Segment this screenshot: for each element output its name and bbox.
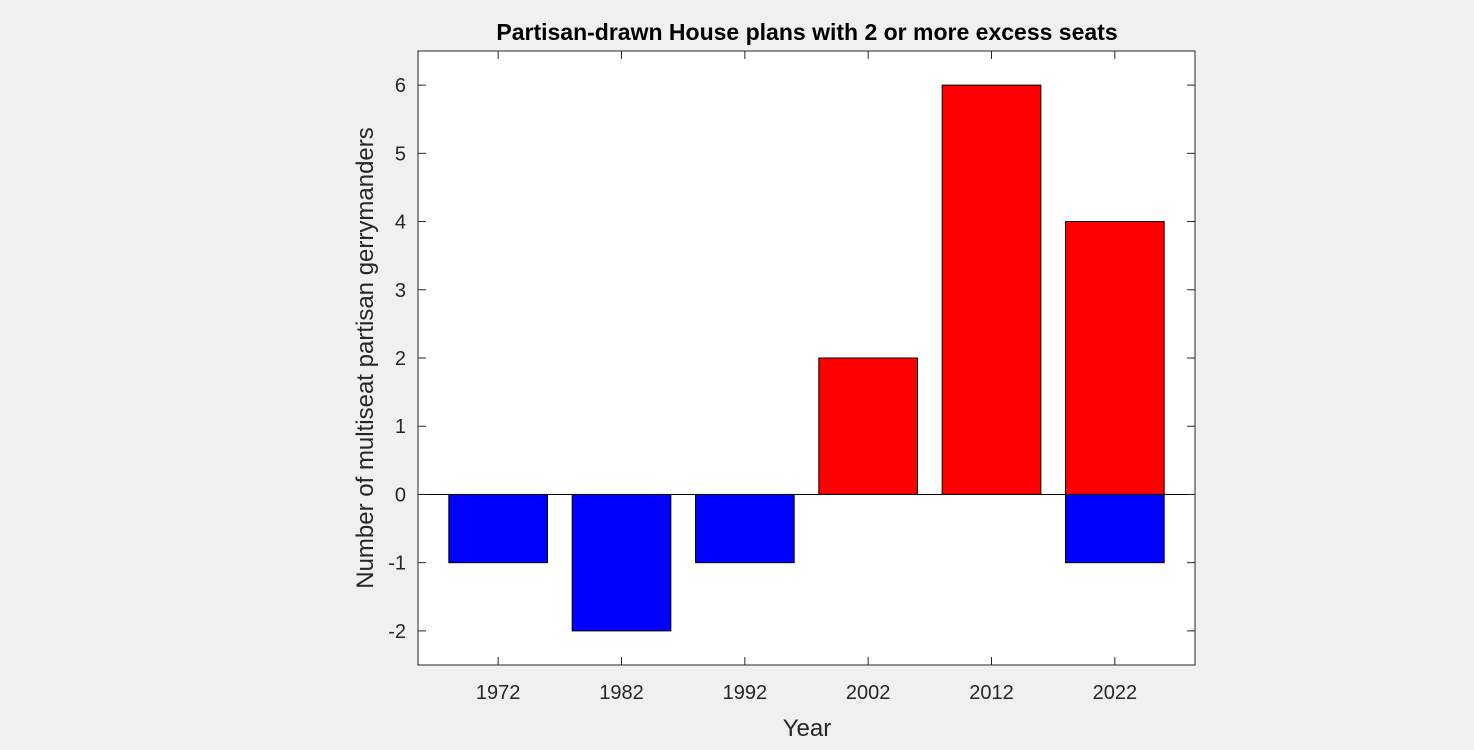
- x-tick-label: 1992: [723, 682, 768, 704]
- y-tick-label: 1: [395, 416, 406, 438]
- x-tick-label: 1982: [599, 682, 644, 704]
- bar-2012-series-1: [941, 84, 1042, 495]
- chart-title: Partisan-drawn House plans with 2 or mor…: [496, 19, 1117, 45]
- y-tick-label: 5: [395, 143, 406, 165]
- y-axis-label: Number of multiseat partisan gerrymander…: [352, 127, 379, 589]
- bar-2022-series-1: [1065, 221, 1165, 495]
- x-axis-label: Year: [783, 715, 832, 742]
- bar-1972-series-2: [448, 493, 549, 564]
- y-tick-label: 3: [395, 280, 406, 302]
- plot-frame: [417, 50, 1196, 666]
- y-tick-labels: -2 -1 0 1 2 3 4 5 6: [388, 75, 406, 643]
- x-tick-label: 2022: [1093, 682, 1138, 704]
- y-tick-label: -1: [388, 553, 406, 575]
- x-tick-labels: 1972 1982 1992 2002 2012 2022: [476, 682, 1137, 704]
- x-tick-label: 2012: [969, 682, 1014, 704]
- y-tick-label: 0: [395, 484, 406, 506]
- y-tick-label: 4: [395, 212, 406, 234]
- y-tick-label: -2: [388, 621, 406, 643]
- bars-group: [448, 84, 1165, 632]
- x-tick-label: 2002: [846, 682, 891, 704]
- bar-1992-series-2: [695, 493, 795, 564]
- y-tick-label: 2: [395, 348, 406, 370]
- axis-ticks: [418, 51, 1195, 665]
- bar-2002-series-1: [818, 357, 918, 495]
- y-tick-label: 6: [395, 75, 406, 97]
- bar-1982-series-2: [571, 493, 672, 632]
- bar-2022-series-2: [1065, 493, 1165, 564]
- x-tick-label: 1972: [476, 682, 521, 704]
